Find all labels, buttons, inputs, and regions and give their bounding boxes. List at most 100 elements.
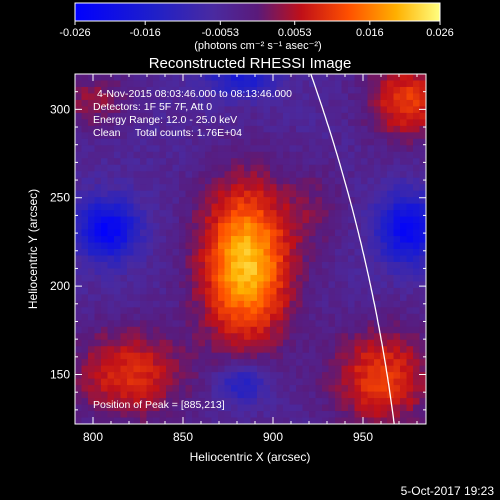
heatmap-cell [270,106,278,114]
heatmap-cell [361,365,369,373]
heatmap-cell [309,125,317,133]
heatmap-cell [192,164,200,172]
heatmap-cell [276,229,284,237]
heatmap-cell [315,86,323,95]
heatmap-cell [341,274,349,283]
heatmap-cell [419,398,426,406]
heatmap-cell [101,404,109,412]
heatmap-cell [114,112,122,120]
heatmap-cell [101,190,109,198]
heatmap-cell [94,99,102,108]
heatmap-cell [107,352,115,360]
heatmap-cell [413,359,421,367]
heatmap-cell [387,223,395,231]
heatmap-cell [120,190,128,198]
heatmap-cell [309,242,317,250]
heatmap-cell [166,210,174,218]
heatmap-cell [166,119,174,127]
heatmap-cell [374,411,382,419]
heatmap-cell [185,320,193,328]
heatmap-cell [374,190,382,198]
heatmap-cell [413,151,421,159]
heatmap-cell [257,359,265,367]
heatmap-cell [224,359,232,367]
heatmap-cell [315,80,323,88]
heatmap-cell [328,378,336,386]
heatmap-cell [419,93,426,101]
heatmap-cell [367,80,375,88]
heatmap-cell [120,268,128,276]
heatmap-cell [289,385,297,393]
heatmap-cell [309,352,317,360]
heatmap-cell [328,93,336,101]
heatmap-cell [419,294,426,302]
heatmap-cell [367,158,375,166]
heatmap-cell [205,210,213,218]
heatmap-cell [328,300,336,308]
heatmap-cell [387,106,395,114]
heatmap-cell [367,372,375,380]
heatmap-cell [81,326,89,334]
heatmap-cell [413,190,421,198]
heatmap-cell [374,300,382,308]
heatmap-cell [101,307,109,315]
heatmap-cell [309,197,317,205]
heatmap-cell [114,184,122,192]
heatmap-cell [393,320,401,328]
heatmap-cell [296,352,304,360]
heatmap-cell [335,281,343,289]
heatmap-cell [393,359,401,367]
heatmap-cell [315,281,323,289]
heatmap-cell [146,398,154,406]
heatmap-cell [185,281,193,289]
heatmap-cell [88,365,96,373]
heatmap-cell [367,184,375,192]
heatmap-cell [270,93,278,101]
heatmap-cell [133,274,141,283]
heatmap-cell [328,287,336,295]
heatmap-cell [81,320,89,328]
heatmap-cell [133,417,141,424]
heatmap-cell [101,138,109,146]
heatmap-cell [283,372,291,380]
heatmap-cell [302,177,310,185]
heatmap-cell [140,164,148,172]
heatmap-cell [88,80,96,88]
heatmap-cell [400,236,408,244]
heatmap-cell [250,261,258,270]
heatmap-cell [289,378,297,386]
annotation-peak-position: Position of Peak = [885,213] [93,399,225,411]
heatmap-cell [270,177,278,185]
heatmap-cell [133,346,141,354]
heatmap-cell [283,274,291,283]
heatmap-cell [335,74,343,82]
heatmap-cell [101,391,109,399]
heatmap-cell [198,125,206,133]
heatmap-cell [114,333,122,341]
heatmap-cell [393,190,401,198]
heatmap-cell [81,268,89,276]
heatmap-cell [309,391,317,399]
heatmap-cell [224,385,232,393]
heatmap-cell [270,417,278,424]
heatmap-cell [302,106,310,114]
heatmap-cell [374,281,382,289]
heatmap-cell [198,385,206,393]
heatmap-cell [179,138,187,146]
heatmap-cell [211,255,219,263]
heatmap-cell [166,112,174,120]
y-tick-label: 250 [50,191,70,205]
heatmap-cell [237,80,245,88]
heatmap-cell [185,203,193,211]
heatmap-cell [127,74,135,82]
heatmap-cell [322,346,330,354]
heatmap-cell [289,223,297,231]
heatmap-cell [114,274,122,283]
heatmap-cell [237,158,245,166]
heatmap-cell [341,404,349,412]
heatmap-cell [406,197,414,205]
heatmap-cell [94,281,102,289]
heatmap-cell [127,216,135,224]
heatmap-cell [244,112,252,120]
heatmap-cell [172,80,180,88]
